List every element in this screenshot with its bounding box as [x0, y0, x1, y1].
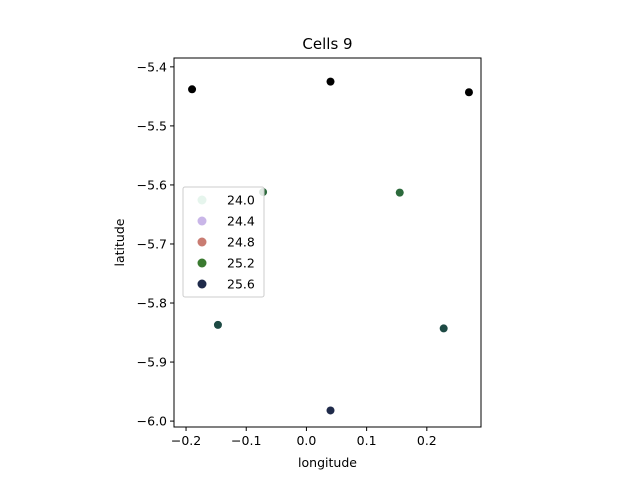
y-tick-label: −6.0 [137, 414, 167, 429]
legend-marker [197, 258, 207, 268]
y-tick-label: −5.4 [137, 59, 167, 74]
legend-marker [197, 237, 207, 247]
x-axis: −0.2 −0.1 0.0 0.1 0.2 [171, 427, 437, 448]
data-point [395, 188, 404, 197]
data-point [439, 324, 448, 333]
legend-label: 24.8 [227, 235, 255, 250]
data-point [188, 85, 197, 94]
legend-label: 24.4 [227, 214, 255, 229]
x-tick-label: 0.2 [417, 433, 437, 448]
data-point [213, 320, 222, 329]
legend-marker [197, 279, 207, 289]
legend-marker [197, 195, 207, 205]
data-point [326, 77, 335, 86]
y-tick-label: −5.7 [137, 236, 167, 251]
data-point [464, 88, 473, 97]
x-tick-label: 0.1 [357, 433, 377, 448]
data-point [326, 406, 335, 415]
y-axis-label: latitude [112, 218, 127, 266]
y-tick-label: −5.5 [137, 118, 167, 133]
legend-box [182, 186, 265, 298]
y-tick-label: −5.9 [137, 355, 167, 370]
chart-title: Cells 9 [302, 35, 352, 53]
legend-label: 25.6 [227, 277, 255, 292]
y-tick-label: −5.8 [137, 296, 167, 311]
plot-frame [173, 57, 482, 428]
y-axis: −5.4 −5.5 −5.6 −5.7 −5.8 −5.9 −6.0 [137, 59, 174, 429]
legend-label: 24.0 [227, 193, 255, 208]
x-tick-label: −0.1 [231, 433, 261, 448]
x-tick-label: 0.0 [296, 433, 316, 448]
x-tick-label: −0.2 [171, 433, 201, 448]
legend: 24.0 24.4 24.8 25.2 25.6 [182, 186, 265, 298]
legend-marker [197, 216, 207, 226]
legend-label: 25.2 [227, 256, 255, 271]
y-tick-label: −5.6 [137, 177, 167, 192]
x-axis-label: longitude [298, 455, 357, 470]
